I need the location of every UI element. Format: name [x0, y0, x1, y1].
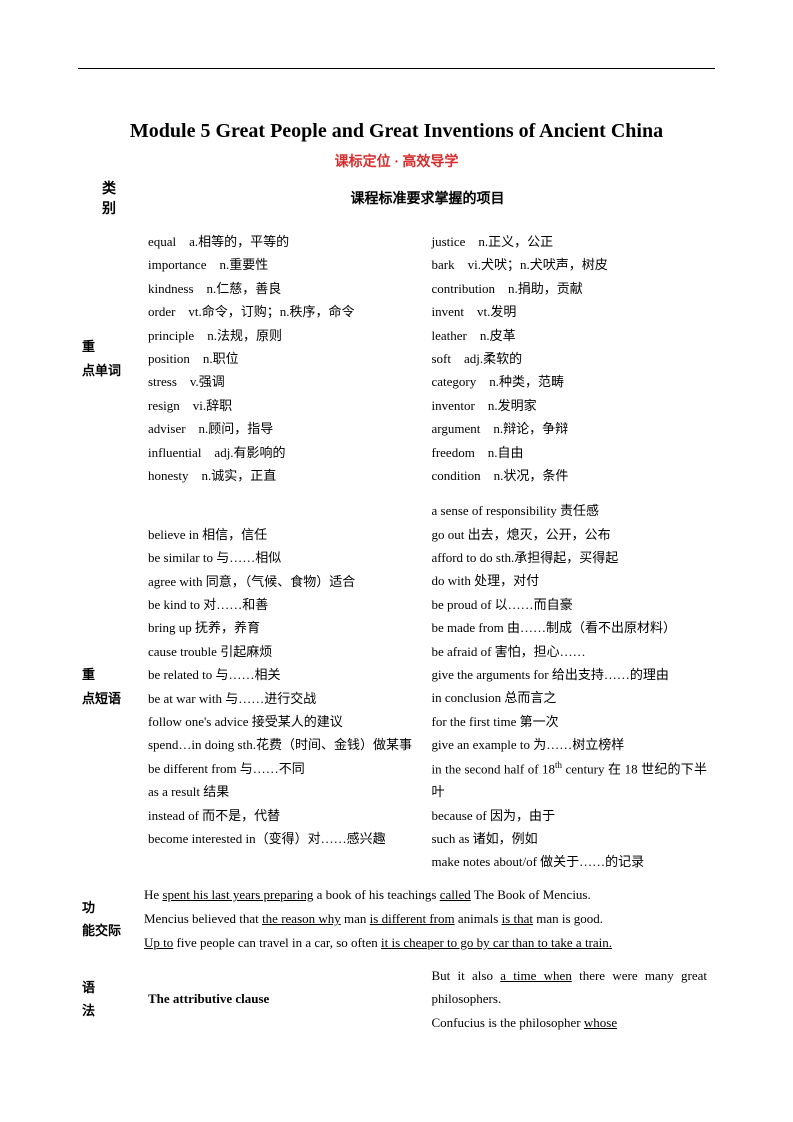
grammar-heading: The attributive clause: [144, 961, 428, 1037]
row-label-vocab: 重点单词: [78, 224, 140, 493]
phrase-left: believe in 相信，信任be similar to 与……相似agree…: [144, 496, 428, 877]
func-sent-3: Up to five people can travel in a car, s…: [144, 931, 711, 955]
grammar-right: But it also a time when there were many …: [428, 961, 712, 1037]
phrase-right: a sense of responsibility 责任感go out 出去，熄…: [428, 496, 712, 877]
subtitle: 课标定位 · 高效导学: [78, 151, 715, 171]
module-title: Module 5 Great People and Great Inventio…: [78, 120, 715, 143]
row-label-grammar: 语法: [78, 958, 140, 1040]
func-sent-2: Mencius believed that the reason why man…: [144, 907, 711, 931]
vocab-right: justice n.正义，公正bark vi.犬吠；n.犬吠声，树皮contri…: [428, 227, 712, 490]
row-label-phrase: 重点短语: [78, 493, 140, 880]
col-header-items: 课程标准要求掌握的项目: [140, 177, 715, 224]
func-sent-1: He spent his last years preparing a book…: [144, 883, 711, 907]
top-rule: [78, 68, 715, 69]
vocab-left: equal a.相等的，平等的importance n.重要性kindness …: [144, 227, 428, 490]
col-header-category: 类别: [78, 177, 140, 224]
row-label-func: 功能交际: [78, 880, 140, 958]
content-table: 类别 课程标准要求掌握的项目 重点单词 equal a.相等的，平等的impor…: [78, 177, 715, 1040]
